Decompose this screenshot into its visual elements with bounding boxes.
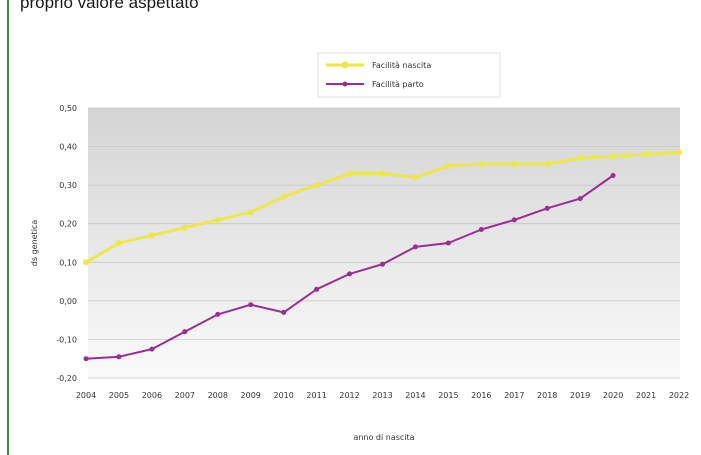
point-facilita-nascita-2008	[214, 216, 221, 223]
x-tick-label-2007: 2007	[175, 391, 195, 400]
x-tick-label-2022: 2022	[669, 391, 689, 400]
x-tick-label-2014: 2014	[405, 391, 425, 400]
x-tick-label-2019: 2019	[570, 391, 590, 400]
point-facilita-nascita-2007	[181, 224, 188, 231]
x-tick-label-2011: 2011	[306, 391, 326, 400]
x-tick-label-2015: 2015	[438, 391, 458, 400]
legend-label-facilita-parto: Facilità parto	[372, 80, 424, 89]
x-tick-label-2008: 2008	[208, 391, 228, 400]
y-tick-label-5: 0,30	[59, 181, 77, 190]
plot-area	[88, 108, 680, 378]
point-facilita-nascita-2011	[313, 182, 320, 189]
point-facilita-nascita-2019	[577, 155, 584, 162]
x-tick-label-2004: 2004	[76, 391, 96, 400]
x-tick-label-2006: 2006	[142, 391, 162, 400]
y-tick-label-1: -0,10	[56, 335, 77, 344]
point-facilita-parto-2012	[347, 271, 353, 277]
x-tick-label-2012: 2012	[339, 391, 359, 400]
point-facilita-parto-2010	[281, 309, 287, 315]
point-facilita-nascita-2013	[379, 170, 386, 177]
point-facilita-nascita-2015	[445, 162, 452, 169]
point-facilita-parto-2020	[610, 173, 616, 178]
y-tick-label-7: 0,50	[59, 104, 77, 113]
y-tick-labels: -0,20 -0,10 0,00 0,10 0,20 0,30 0,40 0,50	[56, 104, 77, 383]
series-layer	[83, 149, 682, 362]
x-tick-label-2017: 2017	[504, 391, 524, 400]
x-axis-title: anno di nascita	[353, 433, 414, 442]
point-facilita-nascita-2005	[115, 240, 122, 246]
y-tick-label-2: 0,00	[59, 297, 77, 306]
point-facilita-parto-2014	[412, 244, 418, 250]
point-facilita-nascita-2022	[676, 149, 682, 156]
legend: Facilità nascita Facilità parto	[317, 52, 501, 98]
y-tick-label-4: 0,20	[59, 220, 77, 229]
point-facilita-nascita-2006	[148, 232, 155, 239]
point-facilita-parto-2005	[116, 354, 122, 360]
legend-box	[317, 52, 501, 98]
x-tick-label-2016: 2016	[471, 391, 491, 400]
x-tick-label-2020: 2020	[603, 391, 623, 400]
x-tick-label-2005: 2005	[109, 391, 129, 400]
point-facilita-parto-2007	[182, 329, 188, 335]
x-tick-label-2013: 2013	[372, 391, 392, 400]
point-facilita-parto-2004	[83, 356, 89, 362]
left-border-rule	[7, 0, 9, 455]
x-tick-label-2021: 2021	[636, 391, 656, 400]
x-tick-label-2018: 2018	[537, 391, 557, 400]
point-facilita-parto-2009	[248, 302, 254, 308]
point-facilita-parto-2017	[511, 217, 517, 223]
point-facilita-parto-2008	[215, 311, 221, 317]
point-facilita-parto-2018	[544, 205, 550, 211]
y-axis-title: ds genetica	[30, 220, 39, 267]
point-facilita-nascita-2004	[83, 259, 89, 266]
point-facilita-nascita-2020	[610, 153, 617, 160]
point-facilita-parto-2011	[314, 286, 320, 292]
y-tick-label-3: 0,10	[59, 258, 77, 267]
x-tick-label-2010: 2010	[273, 391, 293, 400]
point-facilita-parto-2016	[478, 227, 484, 232]
point-facilita-parto-2006	[149, 346, 155, 352]
point-facilita-parto-2019	[577, 196, 583, 202]
legend-marker-facilita-parto	[342, 81, 348, 87]
top-text-fragment: proprio valore aspettato	[20, 0, 199, 12]
point-facilita-nascita-2016	[478, 160, 485, 167]
point-facilita-parto-2015	[445, 240, 451, 246]
x-tick-labels: 2004 2005 2006 2007 2008 2009 2010 2011 2012 2013…	[76, 391, 689, 400]
point-facilita-nascita-2014	[412, 174, 419, 181]
y-tick-label-0: -0,20	[56, 374, 77, 383]
point-facilita-nascita-2009	[247, 209, 254, 216]
legend-label-facilita-nascita: Facilità nascita	[372, 61, 431, 70]
point-facilita-nascita-2012	[346, 170, 353, 177]
x-tick-label-2009: 2009	[241, 391, 261, 400]
point-facilita-nascita-2021	[643, 151, 650, 158]
point-facilita-nascita-2010	[280, 193, 287, 200]
point-facilita-nascita-2017	[511, 160, 518, 167]
y-tick-label-6: 0,40	[59, 143, 77, 152]
point-facilita-parto-2013	[380, 261, 385, 267]
legend-marker-facilita-nascita	[341, 61, 349, 69]
point-facilita-nascita-2018	[544, 160, 551, 167]
